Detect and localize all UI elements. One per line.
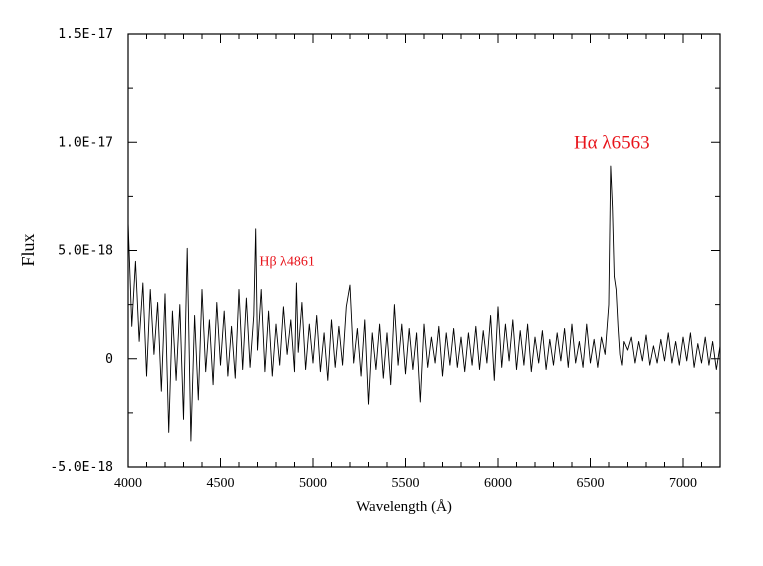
x-tick-label: 7000 <box>669 476 697 491</box>
h-alpha-label: Hα λ6563 <box>574 133 650 154</box>
x-tick-label: 4000 <box>114 476 142 491</box>
y-axis-title: Flux <box>18 233 38 266</box>
plot-area-frame <box>127 33 721 468</box>
h-beta-label: Hβ λ4861 <box>259 255 315 270</box>
x-axis-title: Wavelength (Å) <box>356 499 452 515</box>
x-tick-label: 4500 <box>207 476 235 491</box>
y-tick-label: 5.0E-18 <box>58 244 113 259</box>
y-tick-label: 1.5E-17 <box>58 27 113 42</box>
y-tick-label: 1.0E-17 <box>58 135 113 150</box>
y-tick-label: 0 <box>105 352 113 367</box>
x-tick-label: 5500 <box>392 476 420 491</box>
x-tick-label: 6500 <box>577 476 605 491</box>
x-tick-label: 5000 <box>299 476 327 491</box>
flux-spectrum-line <box>127 165 721 442</box>
x-axis-ticks: 4000 4500 5000 5500 6000 6500 7000 <box>114 34 702 491</box>
y-tick-label: -5.0E-18 <box>50 460 113 475</box>
emission-line-annotations: Hβ λ4861 Hα λ6563 <box>259 133 649 270</box>
y-axis-ticks: -5.0E-18 0 5.0E-18 1.0E-17 1.5E-17 <box>50 27 720 475</box>
x-tick-label: 6000 <box>484 476 512 491</box>
